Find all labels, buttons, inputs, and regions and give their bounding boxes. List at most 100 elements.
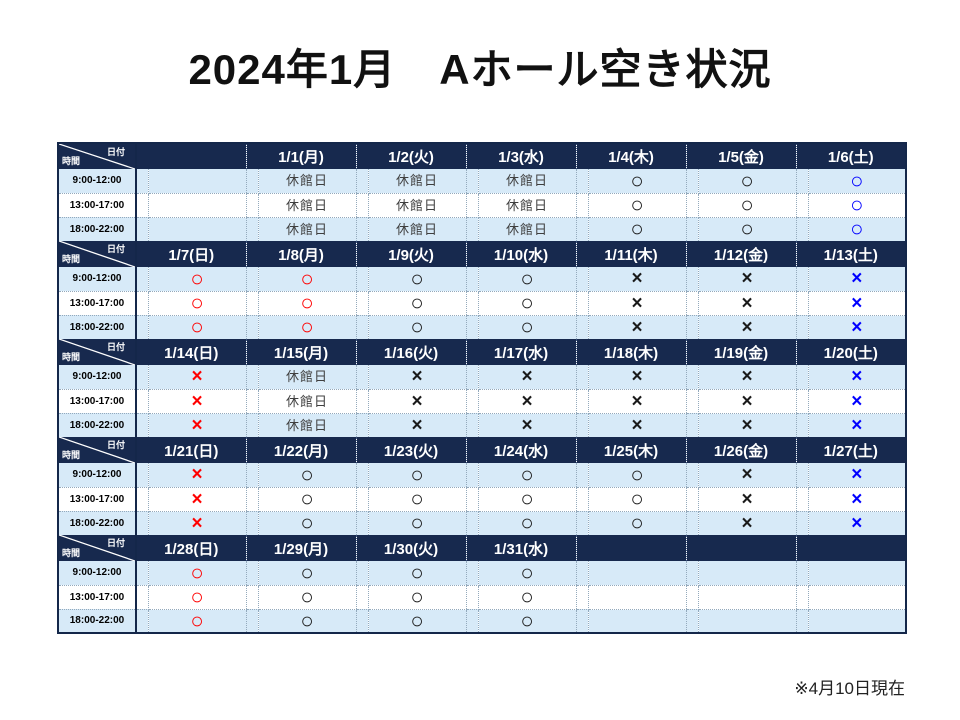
time-row: 9:00-12:00 休館日 休館日 休館日 ○ ○ ○ xyxy=(58,169,906,194)
gap-cell xyxy=(685,169,699,194)
availability-cell: × xyxy=(148,389,246,414)
time-row: 13:00-17:00 ○ ○ ○ ○ × × × xyxy=(58,291,906,316)
empty-cell xyxy=(698,561,796,586)
availability-cell: ○ xyxy=(588,193,686,218)
day-header: 1/3(水) xyxy=(465,143,576,169)
availability-cell: × xyxy=(588,267,686,292)
availability-cell: ○ xyxy=(148,291,246,316)
empty-cell xyxy=(698,609,796,633)
availability-cell: ○ xyxy=(478,463,576,488)
gap-cell xyxy=(575,463,589,488)
availability-cell: × xyxy=(808,291,906,316)
time-row: 13:00-17:00 休館日 休館日 休館日 ○ ○ ○ xyxy=(58,193,906,218)
availability-cell: ○ xyxy=(368,291,466,316)
availability-cell: ○ xyxy=(258,291,356,316)
gap-cell xyxy=(465,561,479,586)
gap-cell xyxy=(465,169,479,194)
gap-cell xyxy=(465,413,479,437)
gap-cell xyxy=(355,217,369,241)
time-row: 18:00-22:00 × 休館日 × × × × × xyxy=(58,413,906,437)
corner-date-label: 日付 xyxy=(106,440,125,450)
table-body: 日付 時間 1/1(月) 1/2(火) 1/3(水) 1/4(木) 1/5(金) 1/6(土)… xyxy=(58,143,906,633)
day-header: 1/25(木) xyxy=(575,437,686,463)
day-header: 1/9(火) xyxy=(355,241,466,267)
closed-day-cell: 休館日 xyxy=(258,365,356,390)
gap-cell xyxy=(685,315,699,339)
availability-cell: ○ xyxy=(478,609,576,633)
day-header-empty xyxy=(795,535,906,561)
gap-cell xyxy=(685,463,699,488)
availability-cell: × xyxy=(148,463,246,488)
day-header: 1/17(水) xyxy=(465,339,576,365)
availability-cell: × xyxy=(368,413,466,437)
gap-cell xyxy=(465,487,479,512)
time-slot-label: 18:00-22:00 xyxy=(58,609,137,633)
day-header: 1/6(土) xyxy=(795,143,906,169)
corner-cell: 日付 時間 xyxy=(58,143,137,169)
availability-cell: × xyxy=(698,365,796,390)
availability-cell: × xyxy=(148,365,246,390)
diagonal-divider xyxy=(59,339,134,365)
availability-cell: ○ xyxy=(478,487,576,512)
availability-cell: ○ xyxy=(368,511,466,535)
day-header-empty xyxy=(135,143,246,169)
availability-cell: ○ xyxy=(148,267,246,292)
closed-day-cell: 休館日 xyxy=(368,169,466,194)
availability-cell: ○ xyxy=(258,511,356,535)
corner-cell: 日付 時間 xyxy=(58,339,137,365)
gap-cell xyxy=(135,169,149,194)
gap-cell xyxy=(465,609,479,633)
corner-cell: 日付 時間 xyxy=(58,437,137,463)
gap-cell xyxy=(465,315,479,339)
time-slot-label: 9:00-12:00 xyxy=(58,365,137,390)
gap-cell xyxy=(135,193,149,218)
gap-cell xyxy=(245,609,259,633)
closed-day-cell: 休館日 xyxy=(368,217,466,241)
gap-cell xyxy=(355,169,369,194)
time-row: 18:00-22:00 ○ ○ ○ ○ xyxy=(58,609,906,633)
diagonal-divider xyxy=(59,437,134,463)
corner-date-label: 日付 xyxy=(106,342,125,352)
day-header: 1/11(木) xyxy=(575,241,686,267)
gap-cell xyxy=(135,315,149,339)
availability-cell: ○ xyxy=(478,561,576,586)
day-header: 1/27(土) xyxy=(795,437,906,463)
gap-cell xyxy=(245,487,259,512)
availability-cell: ○ xyxy=(368,463,466,488)
gap-cell xyxy=(795,609,809,633)
week-header-row: 日付 時間 1/28(日) 1/29(月) 1/30(火) 1/31(水) xyxy=(58,535,906,561)
availability-cell: × xyxy=(368,389,466,414)
availability-cell: ○ xyxy=(368,315,466,339)
availability-cell: × xyxy=(808,511,906,535)
closed-day-cell: 休館日 xyxy=(478,193,576,218)
empty-cell xyxy=(698,585,796,610)
closed-day-cell: 休館日 xyxy=(368,193,466,218)
availability-cell: × xyxy=(588,413,686,437)
gap-cell xyxy=(795,413,809,437)
gap-cell xyxy=(795,511,809,535)
gap-cell xyxy=(355,315,369,339)
gap-cell xyxy=(685,413,699,437)
availability-cell: ○ xyxy=(368,267,466,292)
gap-cell xyxy=(135,365,149,390)
availability-cell: × xyxy=(698,463,796,488)
gap-cell xyxy=(575,413,589,437)
gap-cell xyxy=(135,609,149,633)
availability-cell: × xyxy=(588,389,686,414)
availability-cell: × xyxy=(588,315,686,339)
availability-cell: × xyxy=(588,291,686,316)
day-header: 1/2(火) xyxy=(355,143,466,169)
availability-cell: ○ xyxy=(698,169,796,194)
closed-day-cell: 休館日 xyxy=(258,169,356,194)
time-row: 18:00-22:00 休館日 休館日 休館日 ○ ○ ○ xyxy=(58,217,906,241)
availability-cell: ○ xyxy=(258,609,356,633)
time-row: 18:00-22:00 ○ ○ ○ ○ × × × xyxy=(58,315,906,339)
day-header: 1/28(日) xyxy=(135,535,246,561)
gap-cell xyxy=(795,389,809,414)
availability-cell: × xyxy=(588,365,686,390)
empty-cell xyxy=(148,169,246,194)
gap-cell xyxy=(355,291,369,316)
gap-cell xyxy=(795,585,809,610)
day-header: 1/18(木) xyxy=(575,339,686,365)
gap-cell xyxy=(245,291,259,316)
